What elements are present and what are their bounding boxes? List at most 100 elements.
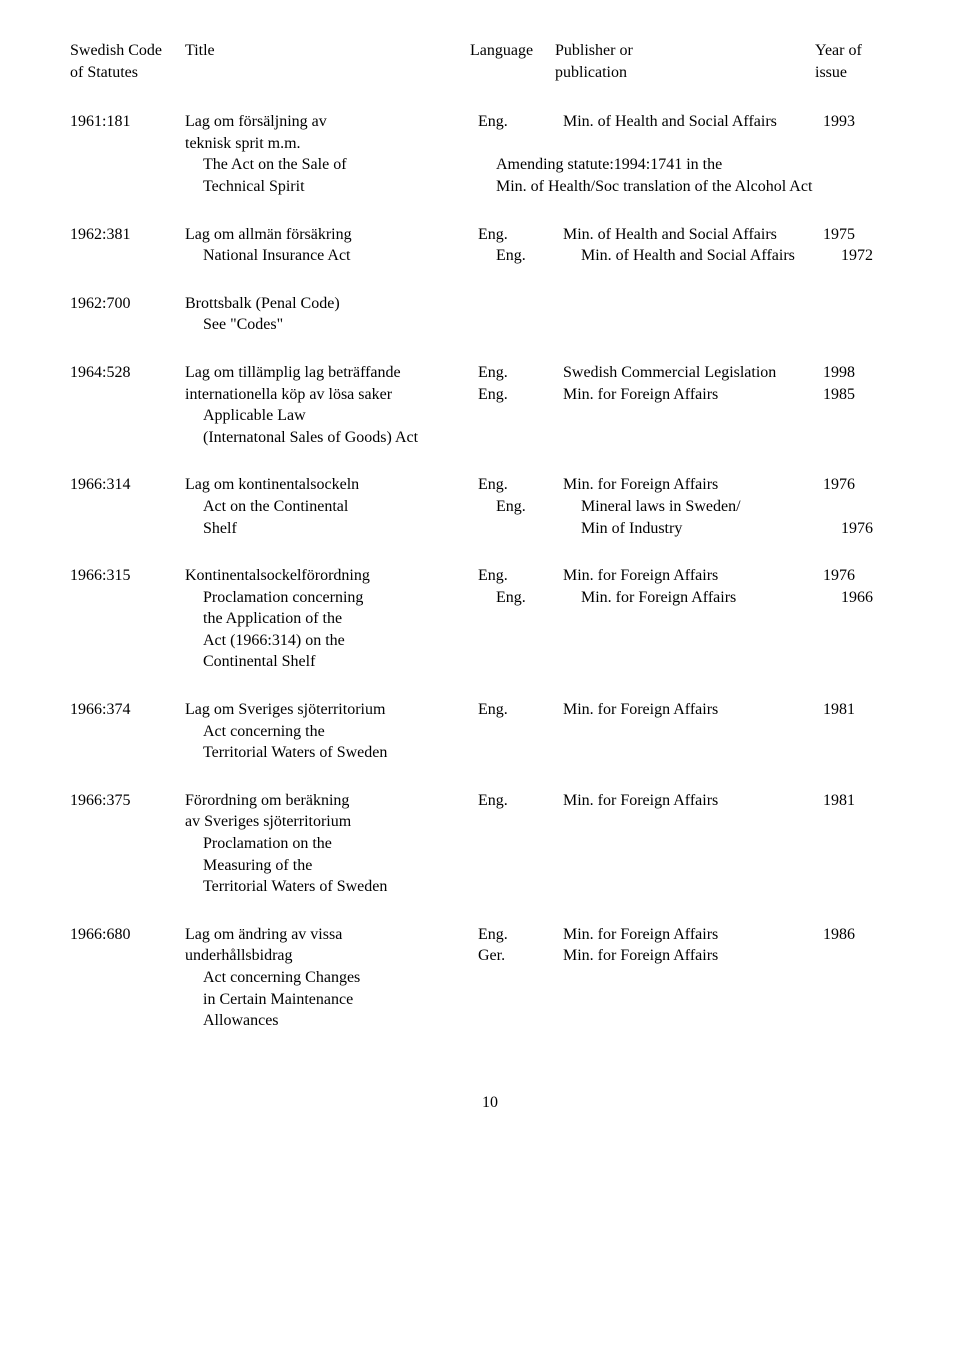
row-language: Eng. <box>478 224 563 246</box>
statute-row: underhållsbidragGer.Min. for Foreign Aff… <box>185 945 910 967</box>
statute-row: ShelfMin of Industry1976 <box>185 518 910 540</box>
statute-row: Technical SpiritMin. of Health/Soc trans… <box>185 176 910 198</box>
statute-body: Lag om försäljning avEng.Min. of Health … <box>185 111 910 197</box>
row-year: 1976 <box>823 474 883 496</box>
row-publisher: Min. for Foreign Affairs <box>563 474 823 496</box>
row-title: Brottsbalk (Penal Code) <box>185 293 478 315</box>
row-title: Technical Spirit <box>185 176 496 198</box>
row-publisher: Min. for Foreign Affairs <box>563 699 823 721</box>
statute-body: Lag om Sveriges sjöterritoriumEng.Min. f… <box>185 699 910 764</box>
statute-entry: 1961:181Lag om försäljning avEng.Min. of… <box>70 111 910 197</box>
statute-row: Lag om ändring av vissaEng.Min. for Fore… <box>185 924 910 946</box>
statute-body: Lag om allmän försäkringEng.Min. of Heal… <box>185 224 910 267</box>
statute-row: Förordning om beräkningEng.Min. for Fore… <box>185 790 910 812</box>
statute-entry: 1966:314Lag om kontinentalsockelnEng.Min… <box>70 474 910 539</box>
statute-row: Brottsbalk (Penal Code) <box>185 293 910 315</box>
row-publisher: Min. for Foreign Affairs <box>563 384 823 406</box>
row-language: Eng. <box>496 245 581 267</box>
statute-row: Lag om försäljning avEng.Min. of Health … <box>185 111 910 133</box>
header-publisher: Publisher orpublication <box>555 40 815 83</box>
row-title: (Internatonal Sales of Goods) Act <box>185 427 496 449</box>
row-language: Eng. <box>478 924 563 946</box>
statute-body: Kontinentalsockelförordning Eng.Min. for … <box>185 565 910 673</box>
statute-row: The Act on the Sale ofAmending statute:1… <box>185 154 910 176</box>
statute-row: Territorial Waters of Sweden <box>185 742 910 764</box>
statute-row: National Insurance ActEng.Min. of Health… <box>185 245 910 267</box>
statute-row: Lag om Sveriges sjöterritoriumEng.Min. f… <box>185 699 910 721</box>
row-wide-note: Min. of Health/Soc translation of the Al… <box>496 176 901 198</box>
row-publisher: Min. for Foreign Affairs <box>581 587 841 609</box>
row-publisher: Min. for Foreign Affairs <box>563 924 823 946</box>
row-year: 1981 <box>823 699 883 721</box>
row-title: Lag om ändring av vissa <box>185 924 478 946</box>
row-publisher: Min. for Foreign Affairs <box>563 790 823 812</box>
row-title: Shelf <box>185 518 496 540</box>
row-publisher: Min. of Health and Social Affairs <box>581 245 841 267</box>
row-year: 1986 <box>823 924 883 946</box>
statute-row: Proclamation concerningEng.Min. for Fore… <box>185 587 910 609</box>
row-language: Eng. <box>478 111 563 133</box>
row-wide-note: Amending statute:1994:1741 in the <box>496 154 901 176</box>
statute-row: internationella köp av lösa sakerEng.Min… <box>185 384 910 406</box>
header-code-line2: of Statutes <box>70 62 185 84</box>
statute-row: Measuring of the <box>185 855 910 877</box>
row-title: Applicable Law <box>185 405 496 427</box>
row-title: av Sveriges sjöterritorium <box>185 811 478 833</box>
statute-code: 1961:181 <box>70 111 185 133</box>
row-publisher: Min of Industry <box>581 518 841 540</box>
statute-code: 1966:374 <box>70 699 185 721</box>
row-publisher: Min. for Foreign Affairs <box>563 565 823 587</box>
statute-row: Act on the ContinentalEng.Mineral laws i… <box>185 496 910 518</box>
row-title: Act concerning Changes <box>185 967 496 989</box>
row-title: Lag om kontinentalsockeln <box>185 474 478 496</box>
row-language: Eng. <box>478 790 563 812</box>
row-title: the Application of the <box>185 608 496 630</box>
statute-code: 1962:700 <box>70 293 185 315</box>
row-title: Act concerning the <box>185 721 496 743</box>
statute-row: Allowances <box>185 1010 910 1032</box>
statute-entry: 1966:375Förordning om beräkningEng.Min. … <box>70 790 910 898</box>
statute-entry: 1966:680Lag om ändring av vissaEng.Min. … <box>70 924 910 1032</box>
statute-row: the Application of the <box>185 608 910 630</box>
row-title: in Certain Maintenance <box>185 989 496 1011</box>
row-title: Act (1966:314) on the <box>185 630 496 652</box>
statute-body: Lag om tillämplig lag beträffandeEng.Swe… <box>185 362 910 448</box>
statute-row: teknisk sprit m.m. <box>185 133 910 155</box>
row-title: Kontinentalsockelförordning <box>185 565 478 587</box>
statute-row: Applicable Law <box>185 405 910 427</box>
statute-row: Act concerning Changes <box>185 967 910 989</box>
row-title: Act on the Continental <box>185 496 496 518</box>
row-language: Ger. <box>478 945 563 967</box>
row-year: 1993 <box>823 111 883 133</box>
row-title: Territorial Waters of Sweden <box>185 876 496 898</box>
statute-row: See "Codes" <box>185 314 910 336</box>
row-year: 1975 <box>823 224 883 246</box>
statute-code: 1966:680 <box>70 924 185 946</box>
statute-code: 1966:314 <box>70 474 185 496</box>
statute-row: Act concerning the <box>185 721 910 743</box>
row-publisher: Min. for Foreign Affairs <box>563 945 823 967</box>
statute-row: Continental Shelf <box>185 651 910 673</box>
statute-row: Lag om allmän försäkringEng.Min. of Heal… <box>185 224 910 246</box>
row-title: Proclamation on the <box>185 833 496 855</box>
row-title: underhållsbidrag <box>185 945 478 967</box>
statute-body: Förordning om beräkningEng.Min. for Fore… <box>185 790 910 898</box>
row-publisher: Min. of Health and Social Affairs <box>563 224 823 246</box>
row-title: Allowances <box>185 1010 496 1032</box>
row-language: Eng. <box>478 474 563 496</box>
row-year: 1981 <box>823 790 883 812</box>
statute-body: Lag om kontinentalsockelnEng.Min. for Fo… <box>185 474 910 539</box>
row-year: 1966 <box>841 587 901 609</box>
statute-row: av Sveriges sjöterritorium <box>185 811 910 833</box>
page-number: 10 <box>70 1092 910 1114</box>
statute-row: Lag om tillämplig lag beträffandeEng.Swe… <box>185 362 910 384</box>
row-language: Eng. <box>496 587 581 609</box>
statute-entry: 1966:315Kontinentalsockelförordning Eng.M… <box>70 565 910 673</box>
row-title: Proclamation concerning <box>185 587 496 609</box>
statute-code: 1966:315 <box>70 565 185 587</box>
statute-entry: 1962:700Brottsbalk (Penal Code)See "Code… <box>70 293 910 336</box>
row-title: Förordning om beräkning <box>185 790 478 812</box>
row-publisher: Min. of Health and Social Affairs <box>563 111 823 133</box>
entries-container: 1961:181Lag om försäljning avEng.Min. of… <box>70 111 910 1032</box>
row-title: Lag om tillämplig lag beträffande <box>185 362 478 384</box>
